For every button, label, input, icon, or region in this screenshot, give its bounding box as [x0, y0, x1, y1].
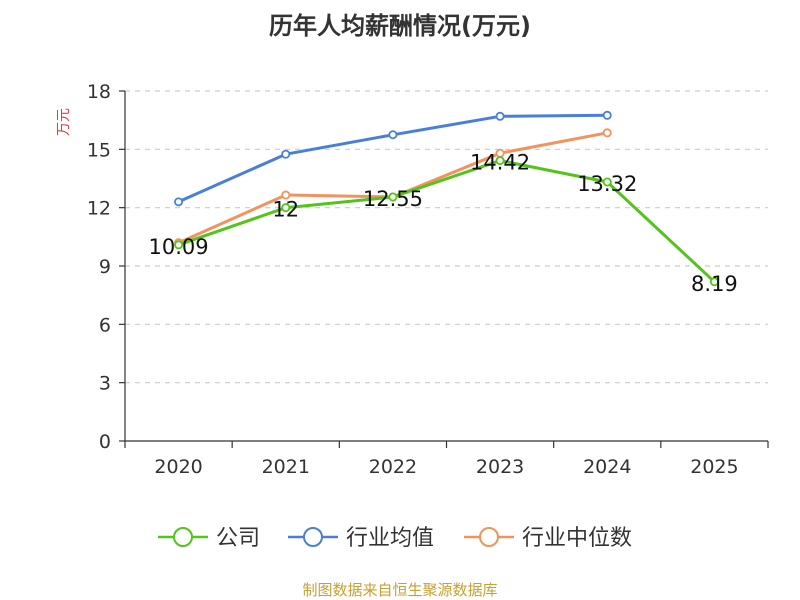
x-tick-label: 2022 [369, 456, 417, 478]
x-tick-label: 2023 [476, 456, 524, 478]
legend: 公司 行业均值 行业中位数 [158, 526, 632, 551]
data-point-0 [388, 192, 398, 202]
legend-label: 行业中位数 [522, 526, 632, 551]
data-labels: 10.09 12 12.55 14.42 13.32 8.19 [149, 151, 738, 296]
data-label: 12.55 [363, 187, 423, 211]
data-point-0 [281, 203, 291, 213]
legend-swatch-marker [479, 527, 499, 547]
data-point-1 [602, 110, 612, 120]
chart-title: 历年人均薪酬情况(万元) [269, 12, 531, 40]
data-label: 10.09 [149, 235, 209, 259]
series-layer [174, 110, 719, 287]
x-tick-label: 2025 [690, 456, 738, 478]
x-tick-label: 2024 [583, 456, 631, 478]
y-tick-label: 15 [87, 139, 111, 161]
data-point-1 [174, 197, 184, 207]
data-point-0 [709, 277, 719, 287]
y-tick-label: 9 [99, 256, 111, 278]
data-label: 14.42 [470, 151, 530, 175]
legend-swatch-marker [173, 527, 193, 547]
data-point-1 [388, 130, 398, 140]
data-point-0 [602, 177, 612, 187]
legend-label: 公司 [216, 526, 260, 551]
data-label: 12 [272, 198, 299, 222]
axes: 0 3 6 9 12 15 18 2020 2021 2022 2023 2024 2025 [87, 81, 769, 478]
data-point-2 [281, 190, 291, 200]
series-line-0 [178, 159, 716, 283]
data-point-1 [495, 111, 505, 121]
data-label: 13.32 [577, 172, 637, 196]
y-tick-label: 18 [87, 81, 111, 103]
data-point-1 [281, 149, 291, 159]
x-tick-label: 2021 [262, 456, 310, 478]
y-axis-label: 万元 [56, 108, 72, 136]
data-point-2 [602, 128, 612, 138]
data-source-note: 制图数据来自恒生聚源数据库 [302, 581, 497, 599]
data-point-0 [174, 240, 184, 250]
y-tick-label: 0 [99, 431, 111, 453]
y-tick-label: 12 [87, 198, 111, 220]
x-tick-label: 2020 [154, 456, 202, 478]
y-tick-label: 3 [99, 373, 111, 395]
legend-label: 行业均值 [346, 526, 434, 551]
y-tick-label: 6 [99, 314, 111, 336]
legend-swatch-marker [303, 527, 323, 547]
grid-lines [125, 90, 768, 384]
data-label: 8.19 [691, 272, 738, 296]
data-point-0 [495, 156, 505, 166]
